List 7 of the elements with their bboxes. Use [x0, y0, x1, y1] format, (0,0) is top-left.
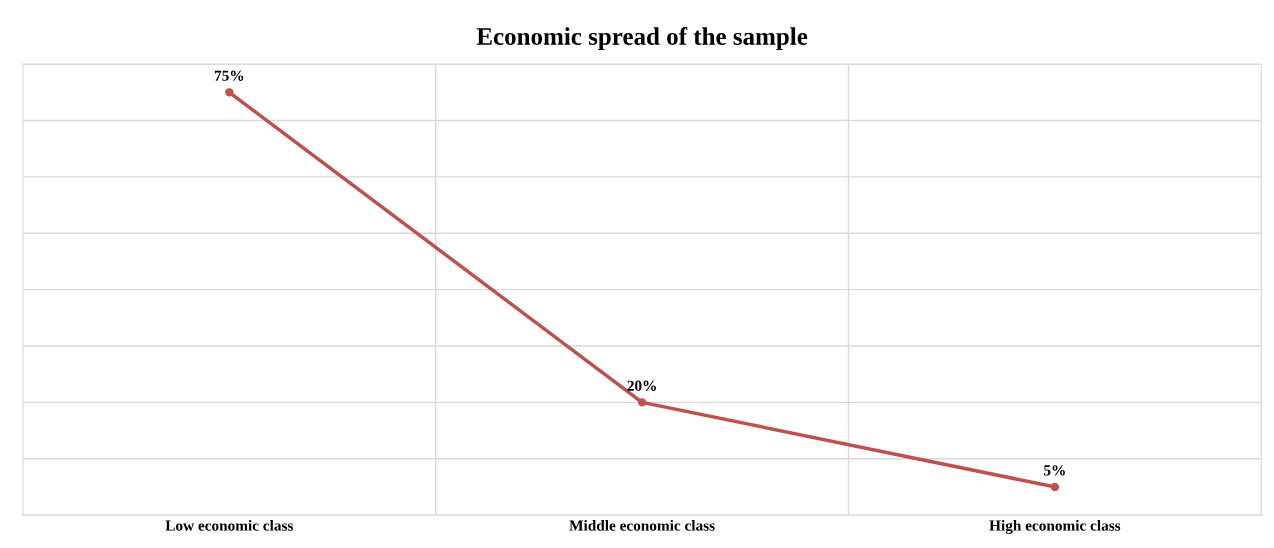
data-label: 75% [214, 70, 244, 81]
x-tick-label: High economic class [989, 519, 1121, 534]
chart-title: Economic spread of the sample [476, 27, 808, 50]
x-tick-label: Low economic class [165, 519, 294, 531]
x-tick-label: Middle economic class [569, 519, 715, 531]
data-label: 5% [1044, 465, 1065, 476]
data-label: 20% [627, 380, 656, 391]
